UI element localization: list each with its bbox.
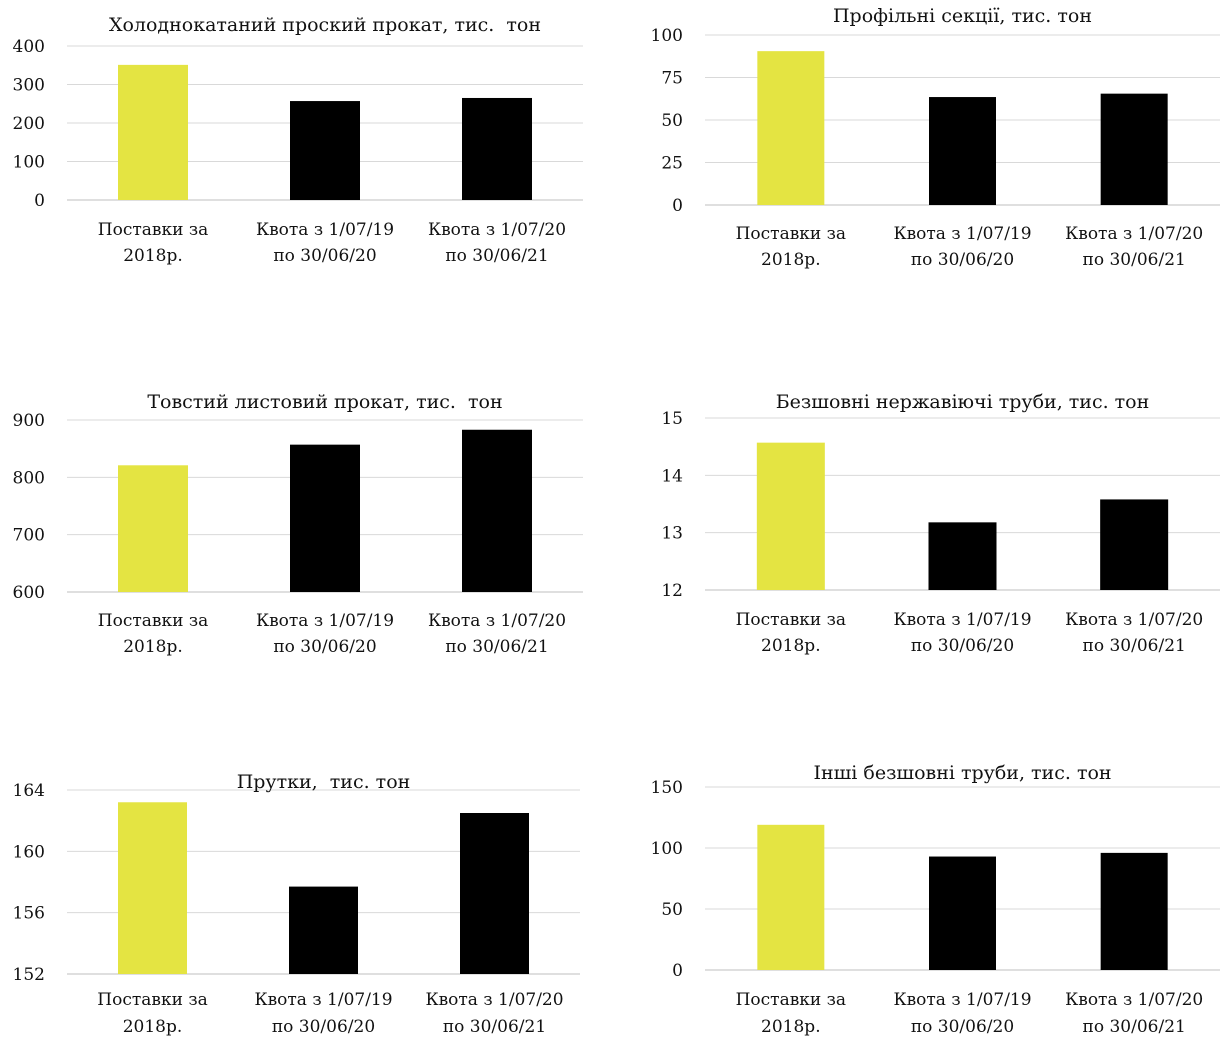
category-label: 2018р. [123, 246, 183, 266]
chart-title: Профільні секції, тис. тон [833, 5, 1092, 27]
y-tick-label: 700 [13, 526, 45, 546]
category-label: по 30/06/21 [445, 246, 548, 266]
chart-title: Товстий листовий прокат, тис. тон [147, 391, 502, 413]
chart-cold-rolled: 0 100 200 300 400 Поставки за 2018р. Квота з 1/… [13, 14, 583, 266]
category-label: Квота з 1/07/19 [256, 611, 394, 631]
y-tick-label: 800 [13, 468, 45, 488]
bar [757, 824, 825, 970]
category-label: по 30/06/20 [911, 1017, 1014, 1037]
y-tick-label: 12 [661, 581, 683, 601]
y-tick-label: 15 [661, 409, 683, 429]
category-label: Квота з 1/07/19 [256, 220, 394, 240]
category-label: Квота з 1/07/20 [428, 611, 566, 631]
category-label: по 30/06/21 [1083, 636, 1186, 656]
y-tick-label: 14 [661, 466, 683, 486]
bar [928, 522, 997, 590]
category-label: по 30/06/21 [1083, 1017, 1186, 1037]
category-label: по 30/06/20 [273, 637, 376, 657]
chart-thick-plate: 600 700 800 900 Поставки за 2018р. Квота з 1/0… [13, 391, 583, 657]
y-tick-label: 164 [13, 781, 45, 801]
category-label: Поставки за [98, 611, 208, 631]
chart-title: Прутки, тис. тон [237, 771, 411, 793]
category-label: 2018р. [761, 636, 821, 656]
category-label: Поставки за [736, 224, 846, 244]
category-label: по 30/06/20 [911, 636, 1014, 656]
y-tick-label: 160 [13, 842, 45, 862]
y-tick-label: 152 [13, 965, 45, 985]
category-label: Квота з 1/07/20 [425, 990, 563, 1010]
category-label: Квота з 1/07/20 [428, 220, 566, 240]
chart-stainless-tubes: 12 13 14 15 Поставки за 2018р. Квота з 1/07/19… [661, 391, 1220, 656]
y-tick-label: 100 [13, 153, 45, 173]
y-tick-label: 156 [13, 904, 45, 924]
bar [289, 886, 358, 974]
y-tick-label: 400 [13, 37, 45, 57]
category-label: Квота з 1/07/20 [1065, 990, 1203, 1010]
category-label: 2018р. [123, 637, 183, 657]
category-label: по 30/06/21 [443, 1017, 546, 1037]
y-tick-label: 25 [661, 154, 683, 174]
bar [462, 97, 532, 200]
category-label: по 30/06/20 [273, 246, 376, 266]
chart-title: Безшовні нержавіючі труби, тис. тон [776, 391, 1150, 413]
category-label: Квота з 1/07/20 [1065, 224, 1203, 244]
category-label: Квота з 1/07/19 [893, 224, 1031, 244]
category-label: Поставки за [98, 220, 208, 240]
category-label: Квота з 1/07/19 [893, 990, 1031, 1010]
y-tick-label: 300 [13, 76, 45, 96]
y-tick-label: 100 [651, 839, 683, 859]
bar [290, 101, 360, 200]
category-label: 2018р. [761, 1017, 821, 1037]
category-label: по 30/06/20 [911, 250, 1014, 270]
y-tick-label: 50 [661, 900, 683, 920]
chart-other-tubes: 0 50 100 150 Поставки за 2018р. Квота з 1/07/1… [651, 762, 1220, 1037]
category-label: Поставки за [97, 990, 207, 1010]
bar [462, 429, 532, 592]
category-label: Квота з 1/07/19 [254, 990, 392, 1010]
y-tick-label: 0 [34, 191, 45, 211]
bar [1100, 93, 1168, 205]
chart-profile-sections: 0 25 50 75 100 Поставки за 2018р. Квота з 1/07/… [651, 5, 1220, 270]
y-tick-label: 75 [661, 69, 683, 89]
y-tick-label: 150 [651, 778, 683, 798]
bar [1100, 852, 1168, 970]
y-tick-label: 100 [651, 26, 683, 46]
category-label: 2018р. [761, 250, 821, 270]
bar [460, 813, 529, 974]
y-tick-label: 600 [13, 583, 45, 603]
bar [929, 97, 996, 205]
chart-bars: 152 156 160 164 Поставки за 2018р. Квота з 1/0… [13, 771, 580, 1037]
chart-title: Холоднокатаний проский прокат, тис. тон [109, 14, 541, 36]
y-tick-label: 50 [661, 111, 683, 131]
y-tick-label: 0 [672, 961, 683, 981]
category-label: Квота з 1/07/20 [1065, 610, 1203, 630]
bar [118, 465, 188, 592]
y-tick-label: 200 [13, 114, 45, 134]
bar [118, 802, 187, 974]
category-label: Поставки за [736, 990, 846, 1010]
bar [757, 51, 825, 206]
category-label: 2018р. [123, 1017, 183, 1037]
bar [290, 444, 360, 592]
y-tick-label: 900 [13, 411, 45, 431]
category-label: Поставки за [736, 610, 846, 630]
category-label: Квота з 1/07/19 [893, 610, 1031, 630]
chart-title: Інші безшовні труби, тис. тон [813, 762, 1111, 784]
bar [118, 64, 188, 201]
category-label: по 30/06/21 [1083, 250, 1186, 270]
y-tick-label: 13 [661, 524, 683, 544]
category-label: по 30/06/20 [272, 1017, 375, 1037]
category-label: по 30/06/21 [445, 637, 548, 657]
bar [756, 442, 825, 590]
bar [1100, 499, 1169, 590]
y-tick-label: 0 [672, 196, 683, 216]
bar [929, 856, 996, 970]
